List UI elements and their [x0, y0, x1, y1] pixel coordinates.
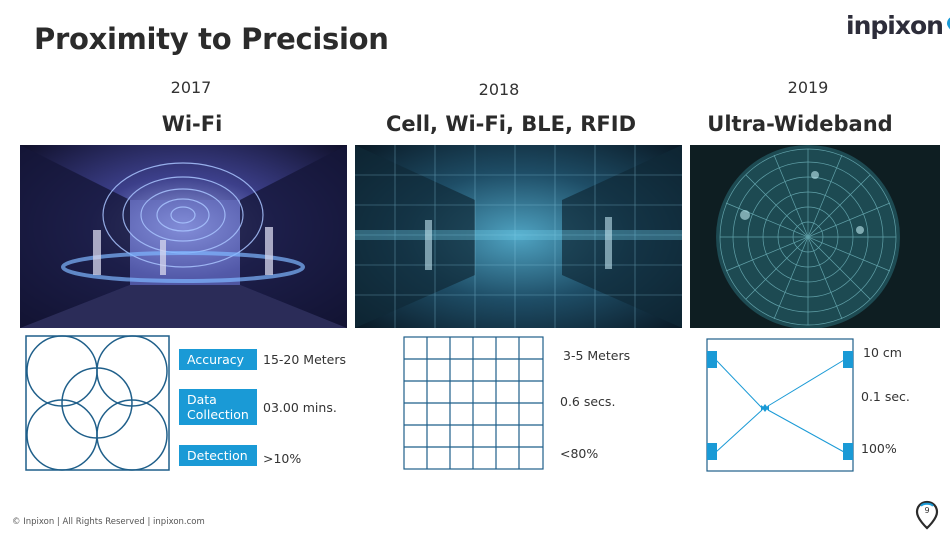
anchor-bottom-right — [843, 443, 853, 460]
inpixon-logo: inpixon — [846, 8, 950, 42]
year-2019: 2019 — [787, 78, 829, 97]
map-pin-icon — [946, 17, 950, 30]
uwb-radar-image — [690, 145, 940, 328]
cell-ble-store-image — [355, 145, 682, 328]
cell-detection-value: <80% — [560, 446, 599, 461]
logo-text: inpixon — [846, 10, 944, 40]
tech-cell-wifi-ble-rfid: Cell, Wi-Fi, BLE, RFID — [385, 112, 637, 136]
slide-title: Proximity to Precision — [34, 22, 389, 56]
cell-data-collection-value: 0.6 secs. — [560, 394, 616, 409]
anchor-bottom-left — [707, 443, 717, 460]
uwb-detection-value: 100% — [861, 441, 897, 456]
wifi-accuracy-value: 15-20 Meters — [263, 352, 347, 367]
tech-wifi: Wi-Fi — [161, 112, 223, 136]
page-pin-icon — [915, 500, 939, 530]
tag-icon — [761, 404, 769, 412]
wifi-data-collection-value: 03.00 mins. — [263, 400, 337, 415]
accuracy-label: Accuracy — [179, 349, 257, 370]
data-collection-label: Data Collection — [179, 389, 257, 425]
tech-ultra-wideband: Ultra-Wideband — [707, 112, 893, 136]
cell-accuracy-value: 3-5 Meters — [563, 348, 631, 363]
footer-copyright: © Inpixon | All Rights Reserved | inpixo… — [12, 517, 205, 527]
uwb-accuracy-value: 10 cm — [863, 345, 902, 360]
uwb-anchor-diagram — [706, 338, 854, 472]
wifi-detection-value: >10% — [263, 451, 302, 466]
uwb-data-collection-value: 0.1 sec. — [861, 389, 910, 404]
grid-diagram — [403, 336, 544, 470]
anchor-top-right — [843, 351, 853, 368]
anchor-top-left — [707, 351, 717, 368]
year-2018: 2018 — [478, 80, 520, 99]
wifi-store-image — [20, 145, 347, 328]
detection-label: Detection — [179, 445, 257, 466]
year-2017: 2017 — [170, 78, 212, 97]
page-number: 9 — [924, 506, 930, 515]
overlapping-circles-diagram — [25, 335, 170, 471]
